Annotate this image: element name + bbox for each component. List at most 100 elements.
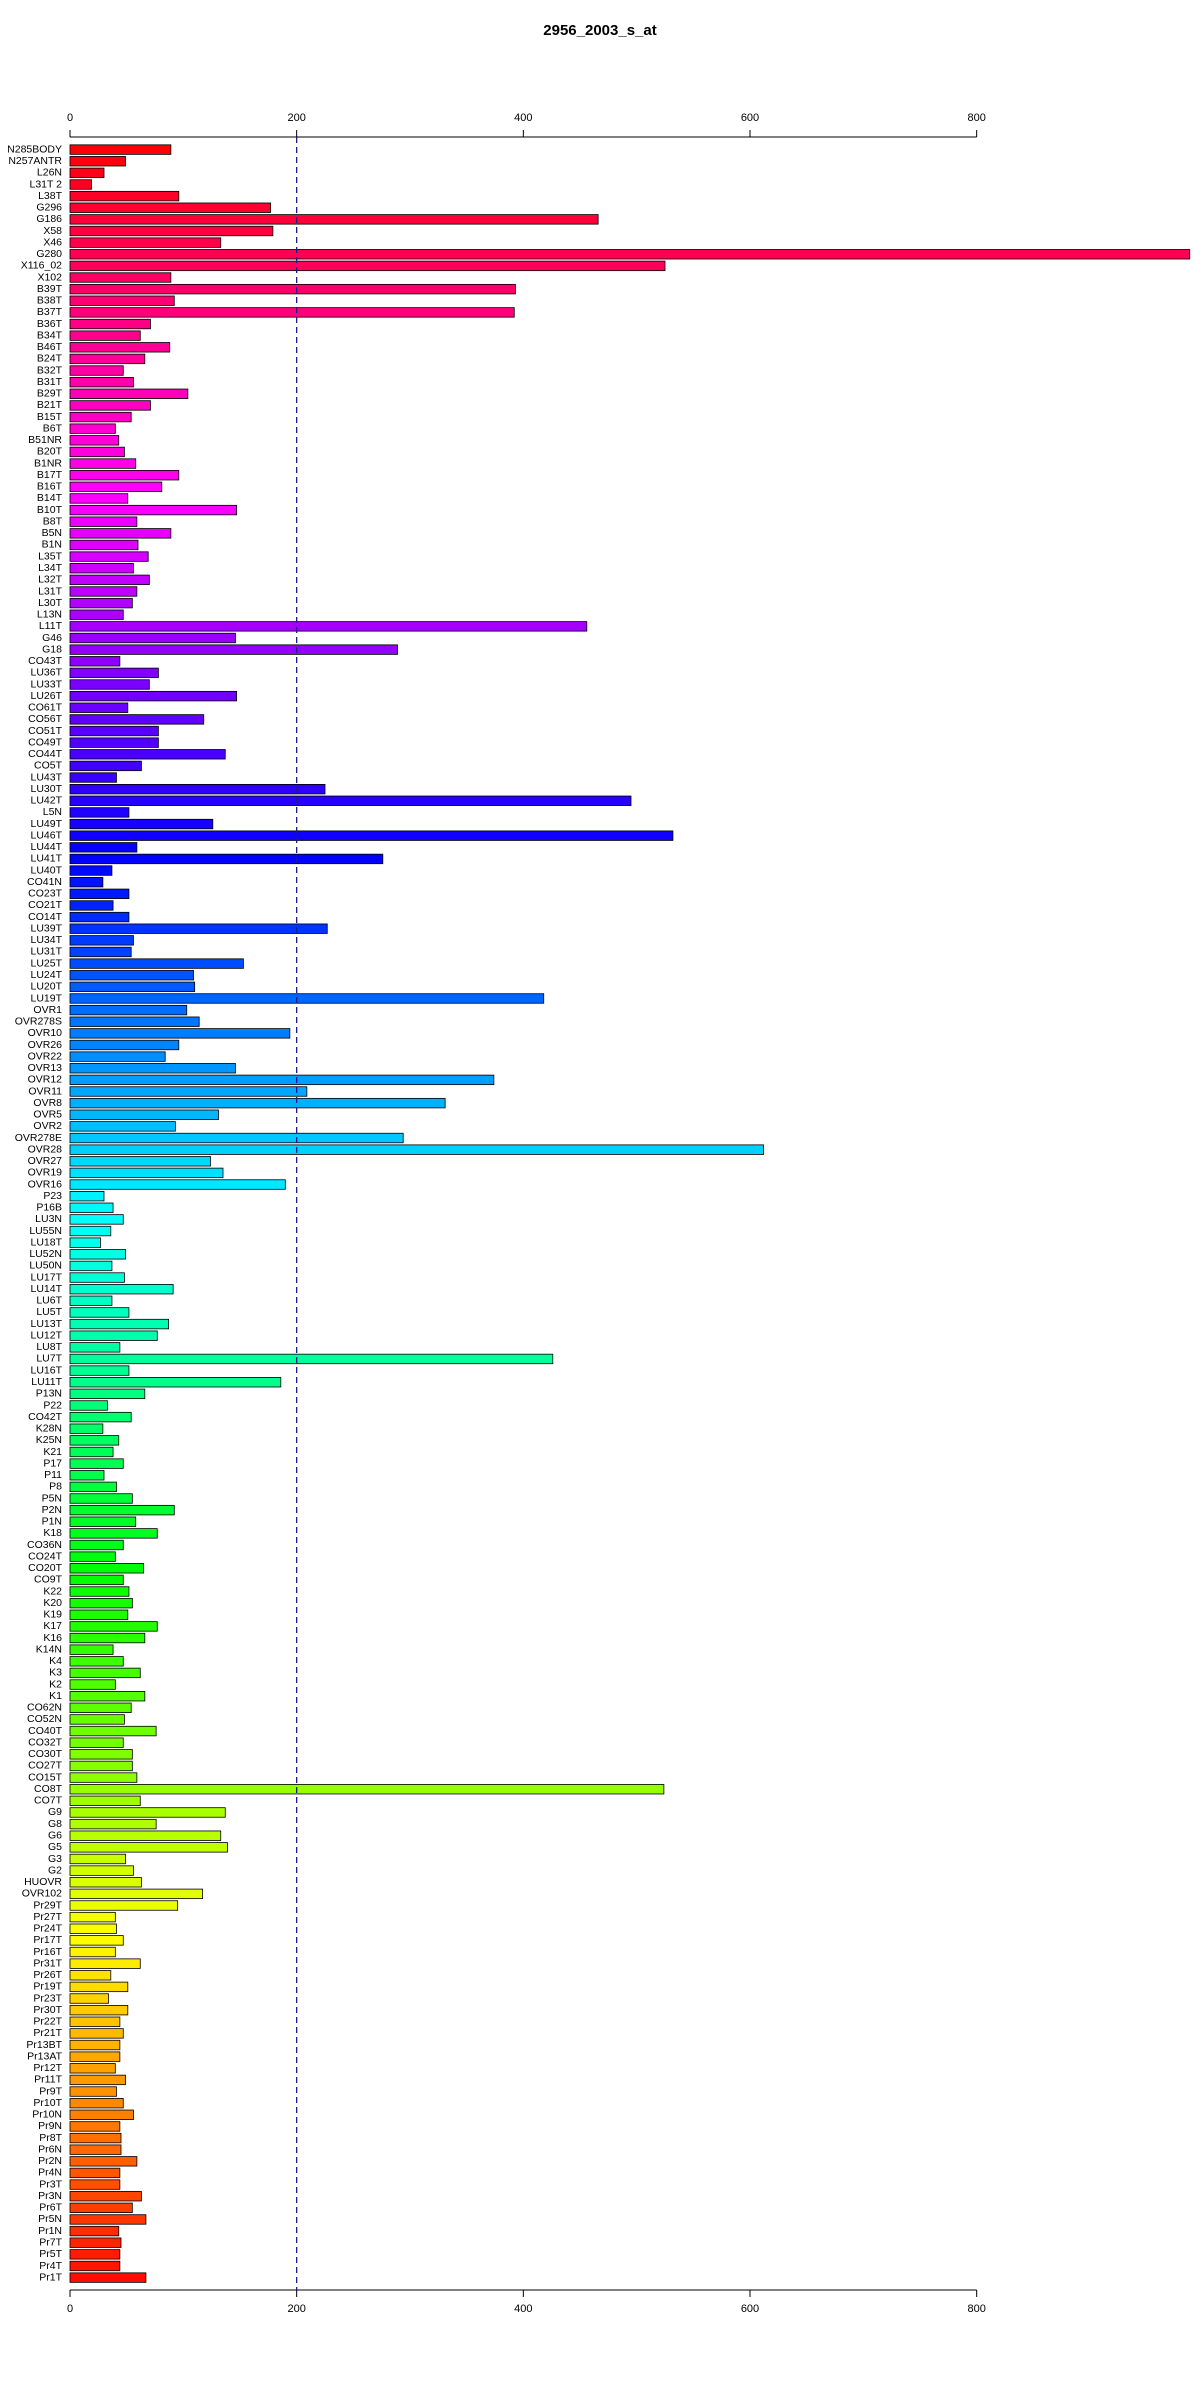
y-tick-label: CO44T [28, 748, 62, 760]
y-tick-label: B17T [37, 469, 63, 481]
bar [69, 1481, 117, 1493]
bar [69, 539, 139, 551]
bar [69, 1132, 404, 1144]
bar [69, 1446, 114, 1458]
y-tick-label: G2 [48, 1864, 62, 1876]
y-tick-label: Pr31T [33, 1957, 62, 1969]
bar [69, 1179, 286, 1190]
bar [69, 2039, 121, 2051]
bar [69, 1958, 141, 1969]
bar [69, 1318, 169, 1330]
bar [69, 516, 138, 527]
x-tick-label: 800 [967, 2303, 985, 2315]
y-tick-label: B24T [37, 353, 63, 365]
bar [69, 1528, 158, 1539]
bar [69, 2156, 138, 2167]
y-tick-label: Pr23T [33, 1992, 62, 2004]
y-tick-label: CO61T [28, 702, 62, 714]
bar [69, 2016, 121, 2027]
bar [69, 842, 138, 853]
y-tick-label: K28N [36, 1423, 62, 1435]
bar [69, 1016, 200, 1027]
y-tick-label: LU30T [30, 783, 62, 795]
y-tick-label: Pr26T [33, 1969, 62, 1981]
y-tick-label: LU36T [30, 667, 62, 679]
bar [69, 1202, 114, 1213]
y-tick-label: B8T [43, 515, 63, 527]
bar [69, 807, 130, 818]
bar [69, 644, 398, 655]
bar [69, 1784, 665, 1795]
y-tick-label: B1N [42, 539, 62, 551]
bar [69, 1284, 174, 1295]
bar [69, 1656, 124, 1667]
y-tick-label: Pr27T [33, 1911, 62, 1923]
bar [69, 1981, 129, 1993]
bar [69, 946, 132, 958]
y-tick-label: LU16T [30, 1364, 62, 1376]
y-tick-label: OVR5 [33, 1109, 62, 1121]
y-tick-label: K25N [36, 1434, 62, 1446]
bar [69, 1353, 554, 1365]
y-tick-label: CO23T [28, 888, 62, 900]
bar [69, 214, 599, 225]
bar [69, 1935, 124, 1946]
bar [69, 1144, 764, 1155]
y-tick-label: OVR1 [33, 1004, 62, 1016]
bar [69, 1714, 125, 1725]
bar [69, 1597, 133, 1609]
bar [69, 1365, 130, 1376]
bar [69, 1342, 121, 1353]
bar [69, 714, 205, 725]
y-tick-label: B46T [37, 341, 63, 353]
y-tick-label: P2N [42, 1504, 62, 1516]
bar [69, 911, 130, 923]
y-tick-label: L38T [38, 190, 63, 202]
bar [69, 2086, 117, 2097]
bar [69, 2121, 121, 2132]
x-tick-label: 200 [287, 2303, 305, 2315]
y-tick-label: P17 [43, 1457, 62, 1469]
y-tick-label: HUOVR [24, 1876, 62, 1888]
bar [69, 679, 150, 690]
bar [69, 993, 545, 1004]
bar [69, 307, 515, 318]
bar [69, 1609, 129, 1620]
bar [69, 1214, 124, 1225]
y-tick-label: X102 [37, 271, 62, 283]
bar [69, 1388, 146, 1400]
bar [69, 1109, 219, 1120]
bar [69, 667, 159, 679]
bar [69, 749, 226, 760]
y-tick-label: B6T [43, 422, 63, 434]
bar [69, 1167, 224, 1179]
bar [69, 1504, 175, 1516]
y-tick-label: OVR27 [28, 1155, 63, 1167]
y-tick-label: LU13T [30, 1318, 62, 1330]
bar [69, 1632, 146, 1644]
y-tick-label: G9 [48, 1806, 62, 1818]
bar [69, 1760, 133, 1772]
bar [69, 2225, 120, 2237]
bar [69, 1900, 179, 1911]
bar [69, 1830, 222, 1841]
y-tick-label: CO42T [28, 1411, 62, 1423]
bar [69, 2074, 126, 2086]
y-tick-label: B21T [37, 399, 63, 411]
y-tick-label: N285BODY [7, 143, 62, 155]
y-tick-label: OVR278E [15, 1132, 62, 1144]
y-tick-label: Pr10T [33, 2097, 62, 2109]
bar [69, 1877, 142, 1888]
bar [69, 1795, 141, 1807]
y-tick-label: LU55N [29, 1225, 62, 1237]
y-tick-label: LU17T [30, 1271, 62, 1283]
y-tick-label: B20T [37, 446, 63, 458]
bar [69, 1260, 113, 1272]
bar [69, 1063, 236, 1074]
y-tick-label: CO21T [28, 899, 62, 911]
bar [69, 1818, 157, 1830]
bar [69, 900, 114, 911]
y-tick-label: LU39T [30, 922, 62, 934]
y-tick-label: CO30T [28, 1748, 62, 1760]
bar [69, 260, 666, 272]
